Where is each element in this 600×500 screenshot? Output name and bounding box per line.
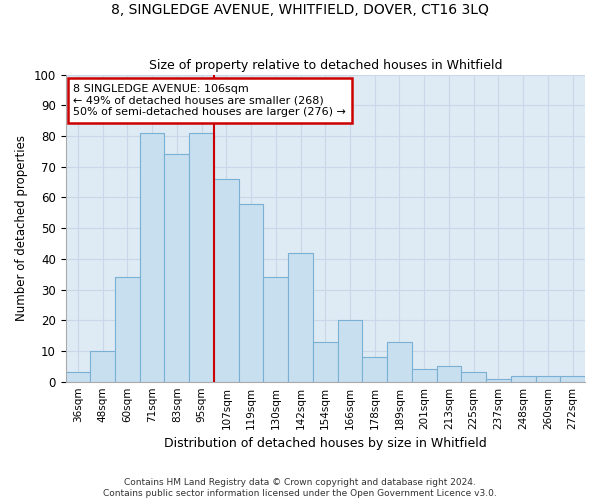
- Bar: [412, 370, 437, 382]
- Bar: [140, 133, 164, 382]
- Bar: [461, 372, 486, 382]
- Text: 8, SINGLEDGE AVENUE, WHITFIELD, DOVER, CT16 3LQ: 8, SINGLEDGE AVENUE, WHITFIELD, DOVER, C…: [111, 2, 489, 16]
- Bar: [263, 278, 288, 382]
- Bar: [536, 376, 560, 382]
- Y-axis label: Number of detached properties: Number of detached properties: [15, 135, 28, 321]
- Text: Contains HM Land Registry data © Crown copyright and database right 2024.
Contai: Contains HM Land Registry data © Crown c…: [103, 478, 497, 498]
- Bar: [288, 252, 313, 382]
- Bar: [90, 351, 115, 382]
- Bar: [189, 133, 214, 382]
- Title: Size of property relative to detached houses in Whitfield: Size of property relative to detached ho…: [149, 59, 502, 72]
- Bar: [313, 342, 338, 382]
- Bar: [65, 372, 90, 382]
- Text: 8 SINGLEDGE AVENUE: 106sqm
← 49% of detached houses are smaller (268)
50% of sem: 8 SINGLEDGE AVENUE: 106sqm ← 49% of deta…: [73, 84, 346, 117]
- Bar: [437, 366, 461, 382]
- Bar: [164, 154, 189, 382]
- Bar: [115, 278, 140, 382]
- Bar: [239, 204, 263, 382]
- Bar: [560, 376, 585, 382]
- Bar: [511, 376, 536, 382]
- Bar: [214, 179, 239, 382]
- Bar: [387, 342, 412, 382]
- Bar: [338, 320, 362, 382]
- X-axis label: Distribution of detached houses by size in Whitfield: Distribution of detached houses by size …: [164, 437, 487, 450]
- Bar: [486, 378, 511, 382]
- Bar: [362, 357, 387, 382]
